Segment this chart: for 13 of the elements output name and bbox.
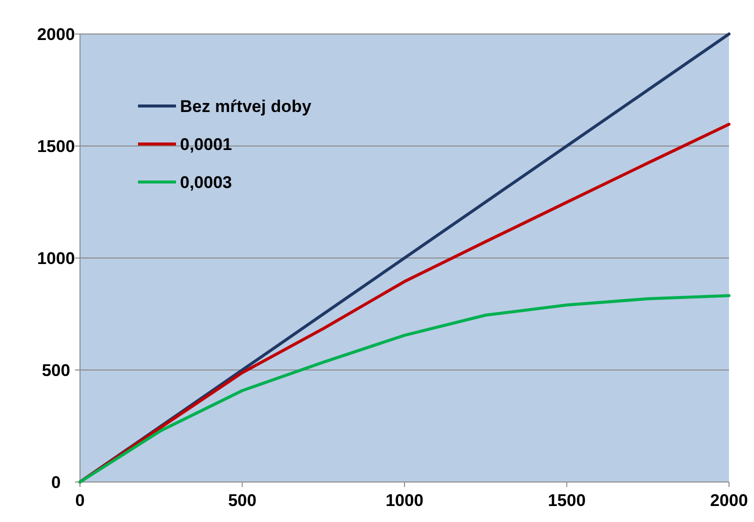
x-tick-label: 1500 [548, 491, 586, 510]
x-tick-label: 2000 [710, 491, 748, 510]
y-tick-label: 0 [51, 472, 61, 492]
y-tick-label: 2000 [37, 24, 75, 44]
legend-label: 0,0003 [180, 172, 232, 192]
legend-label: Bez mŕtvej doby [180, 96, 312, 116]
x-tick-label: 500 [228, 491, 256, 510]
legend-label: 0,0001 [180, 134, 232, 154]
line-series [78, 294, 730, 484]
y-tick-label: 500 [42, 360, 70, 380]
y-tick-label: 1000 [37, 248, 75, 268]
x-tick-label: 1000 [386, 491, 424, 510]
y-tick-label: 1500 [37, 136, 75, 156]
